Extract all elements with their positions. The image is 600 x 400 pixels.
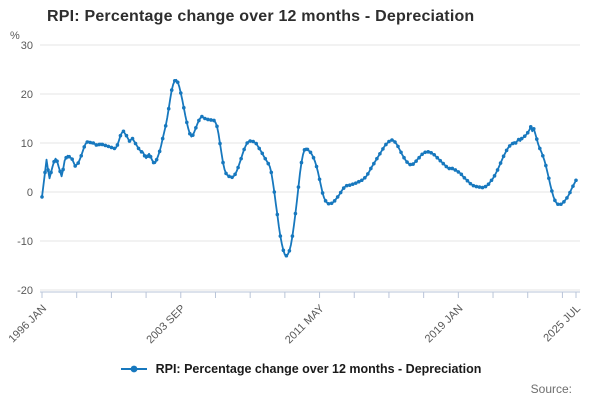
- legend-line-marker-icon[interactable]: [119, 363, 149, 375]
- plot-area: 30 20 10 0 -10 -20% 1996 JAN 2003 SEP 2011 MAY 20…: [0, 30, 600, 348]
- svg-text:-20: -20: [17, 285, 33, 297]
- chart-title: RPI: Percentage change over 12 months - …: [47, 8, 475, 25]
- svg-text:0: 0: [27, 187, 33, 199]
- svg-text:2003 SEP: 2003 SEP: [144, 303, 188, 347]
- svg-text:2025 JUL: 2025 JUL: [541, 303, 583, 345]
- svg-text:30: 30: [21, 40, 33, 52]
- svg-text:1996 JAN: 1996 JAN: [6, 303, 49, 346]
- svg-text:-10: -10: [17, 236, 33, 248]
- svg-text:20: 20: [21, 89, 33, 101]
- legend-series-label[interactable]: RPI: Percentage change over 12 months - …: [155, 362, 482, 376]
- svg-text:10: 10: [21, 138, 33, 150]
- line-chart-canvas: 30 20 10 0 -10 -20% 1996 JAN 2003 SEP 2011 MAY 20…: [6, 30, 583, 347]
- chart-legend: RPI: Percentage change over 12 months - …: [0, 362, 600, 376]
- svg-text:2011 MAY: 2011 MAY: [283, 302, 327, 346]
- source-label: Source:: [530, 382, 572, 396]
- svg-text:%: %: [10, 30, 20, 42]
- svg-text:2019 JAN: 2019 JAN: [423, 303, 466, 346]
